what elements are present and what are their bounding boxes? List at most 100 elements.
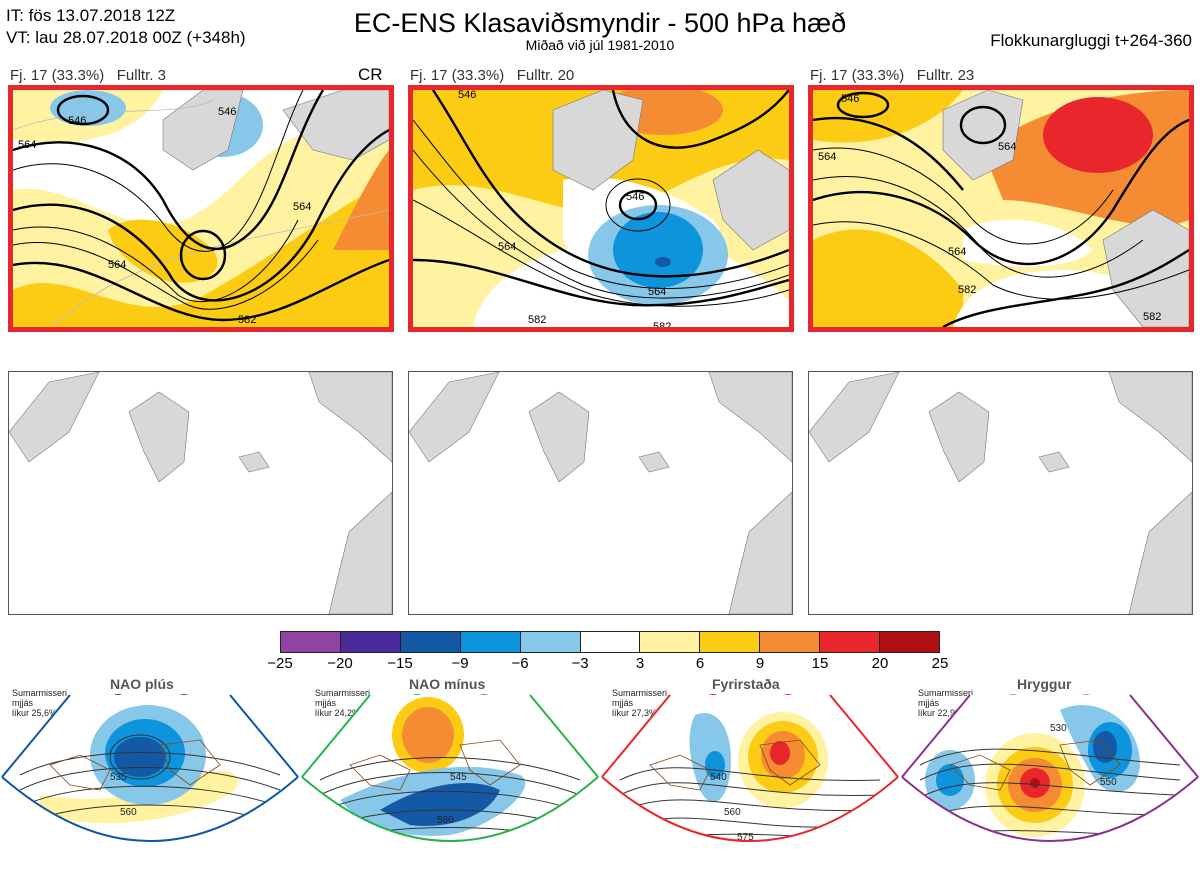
panel-3-fj: Fj. 17 (33.3%) xyxy=(810,67,905,84)
regime-4-contour-3: 575 xyxy=(1095,839,1112,850)
cluster-map-2-contour-2: 546 xyxy=(458,90,476,101)
regime-2-contour-1: 545 xyxy=(450,772,467,783)
cluster-map-1-contour-6: 582 xyxy=(238,314,256,326)
regime-2-prob: líkur 24,2% xyxy=(315,708,361,718)
regime-4-season: Sumarmisseri xyxy=(918,688,974,698)
cluster-map-2-contour-5: 582 xyxy=(528,314,546,326)
regime-4-info: Sumarmisseri mjjás líkur 22,9% xyxy=(918,688,973,718)
base-map-3-svg xyxy=(809,372,1192,614)
regime-2-similarity: mjjás xyxy=(315,698,337,708)
cluster-map-2[interactable]: 546 546 564 564 582 582 xyxy=(408,85,794,332)
regime-1-title: NAO plús xyxy=(110,676,174,692)
panel-3-label: Fj. 17 (33.3%) Fulltr. 23 xyxy=(810,67,974,84)
regime-4-similarity: mjjás xyxy=(918,698,940,708)
cluster-window: Flokkunargluggi t+264-360 xyxy=(990,31,1192,50)
panel-2-fj: Fj. 17 (33.3%) xyxy=(410,67,505,84)
cluster-map-1-svg: 546 546 564 564 564 582 xyxy=(13,90,389,327)
colorbar-tick-label: −6 xyxy=(511,655,529,672)
panel-1-tag: CR xyxy=(358,65,383,84)
panel-2-rep: Fulltr. 20 xyxy=(516,67,575,84)
colorbar-tick-label: 20 xyxy=(871,655,889,672)
colorbar-swatch xyxy=(700,632,761,652)
regime-1-prob: líkur 25,6% xyxy=(12,708,58,718)
cluster-map-3-contour-3: 564 xyxy=(998,141,1016,153)
regime-map-4[interactable]: 530 550 575 xyxy=(900,694,1200,871)
cluster-map-3-contour-2: 564 xyxy=(818,151,836,163)
regime-map-2[interactable]: 545 560 575 xyxy=(300,694,600,871)
colorbar-swatch xyxy=(760,632,821,652)
regime-map-3-svg: 540 560 575 xyxy=(601,694,899,843)
cluster-map-3-contour-5: 582 xyxy=(958,284,976,296)
cluster-map-1-contour-5: 564 xyxy=(293,201,311,213)
colorbar-tick-label: −25 xyxy=(267,655,293,672)
regime-4-title: Hryggur xyxy=(1017,676,1072,692)
colorbar xyxy=(280,631,940,653)
colorbar-swatch xyxy=(400,632,461,652)
cluster-map-2-contour-3: 564 xyxy=(498,241,516,253)
cluster-map-1-contour-2: 546 xyxy=(218,106,236,118)
regime-2-contour-2: 560 xyxy=(437,815,454,826)
colorbar-tick-label: 25 xyxy=(931,655,949,672)
page-title: EC-ENS Klasaviðsmyndir - 500 hPa hæð xyxy=(353,8,847,38)
valid-time: VT: lau 28.07.2018 00Z (+348h) xyxy=(6,28,246,47)
colorbar-tick-label: −3 xyxy=(571,655,589,672)
colorbar-tick-label: 15 xyxy=(811,655,829,672)
cluster-map-1-contour-4: 564 xyxy=(108,259,126,271)
cluster-map-1[interactable]: 546 546 564 564 564 582 xyxy=(8,85,394,332)
regime-map-3[interactable]: 540 560 575 xyxy=(600,694,900,871)
panel-3-rep: Fulltr. 23 xyxy=(916,67,975,84)
cluster-map-2-contour-4: 564 xyxy=(648,286,666,298)
regime-2-season: Sumarmisseri xyxy=(315,688,371,698)
regime-3-contour-3: 575 xyxy=(737,832,754,843)
panel-1-label: Fj. 17 (33.3%) Fulltr. 3 xyxy=(10,67,166,84)
regime-4-contour-2: 550 xyxy=(1100,777,1117,788)
regime-3-info: Sumarmisseri mjjás líkur 27,3% xyxy=(612,688,667,718)
regime-4-prob: líkur 22,9% xyxy=(918,708,964,718)
regime-map-2-svg: 545 560 575 xyxy=(301,694,599,860)
regime-3-contour-1: 540 xyxy=(710,772,727,783)
cluster-map-3-contour-6: 582 xyxy=(1143,311,1161,323)
colorbar-tick-label: −20 xyxy=(327,655,353,672)
regime-1-contour-2: 560 xyxy=(120,807,137,818)
cluster-map-3-contour-1: 546 xyxy=(841,93,859,105)
regime-map-1[interactable]: 535 560 xyxy=(0,694,300,871)
cluster-map-1-contour-1: 546 xyxy=(68,115,86,127)
panel-1-fj: Fj. 17 (33.3%) xyxy=(10,67,105,84)
colorbar-swatch xyxy=(580,632,641,652)
regime-3-similarity: mjjás xyxy=(612,698,634,708)
regime-2-info: Sumarmisseri mjjás líkur 24,2% xyxy=(315,688,370,718)
base-map-1[interactable] xyxy=(8,371,393,615)
cluster-map-1-contour-3: 564 xyxy=(18,139,36,151)
colorbar-tick-label: 3 xyxy=(635,655,645,672)
regime-1-contour-1: 535 xyxy=(110,772,127,783)
page-subtitle: Miðað við júl 1981-2010 xyxy=(525,37,675,53)
cluster-map-3[interactable]: 546 564 564 564 582 582 xyxy=(808,85,1194,332)
colorbar-swatch xyxy=(520,632,581,652)
regime-2-contour-3: 575 xyxy=(447,849,464,860)
cluster-map-2-contour-6: 582 xyxy=(653,321,671,327)
panel-1-rep: Fulltr. 3 xyxy=(116,67,166,84)
colorbar-swatch xyxy=(460,632,521,652)
regime-1-similarity: mjjás xyxy=(12,698,34,708)
cluster-map-3-contour-4: 564 xyxy=(948,246,966,258)
panel-2-label: Fj. 17 (33.3%) Fulltr. 20 xyxy=(410,67,574,84)
base-map-2[interactable] xyxy=(408,371,793,615)
colorbar-swatch xyxy=(820,632,881,652)
base-map-3[interactable] xyxy=(808,371,1193,615)
header-info: IT: fös 13.07.2018 12Z VT: lau 28.07.201… xyxy=(6,5,246,49)
base-map-1-svg xyxy=(9,372,392,614)
colorbar-tick-label: 9 xyxy=(755,655,765,672)
regime-1-season: Sumarmisseri xyxy=(12,688,68,698)
cluster-map-3-svg: 546 564 564 564 582 582 xyxy=(813,90,1189,327)
regime-2-title: NAO mínus xyxy=(409,676,486,692)
regime-3-season: Sumarmisseri xyxy=(612,688,668,698)
cluster-map-2-contour-1: 546 xyxy=(626,191,644,203)
colorbar-tick-label: −9 xyxy=(451,655,469,672)
colorbar-swatch xyxy=(640,632,701,652)
regime-map-4-svg: 530 550 575 xyxy=(901,694,1199,850)
regime-3-prob: líkur 27,3% xyxy=(612,708,658,718)
regime-4-contour-1: 530 xyxy=(1050,723,1067,734)
regime-3-title: Fyrirstaða xyxy=(712,676,780,692)
regime-map-1-svg: 535 560 xyxy=(1,694,299,842)
colorbar-swatch xyxy=(880,632,939,652)
